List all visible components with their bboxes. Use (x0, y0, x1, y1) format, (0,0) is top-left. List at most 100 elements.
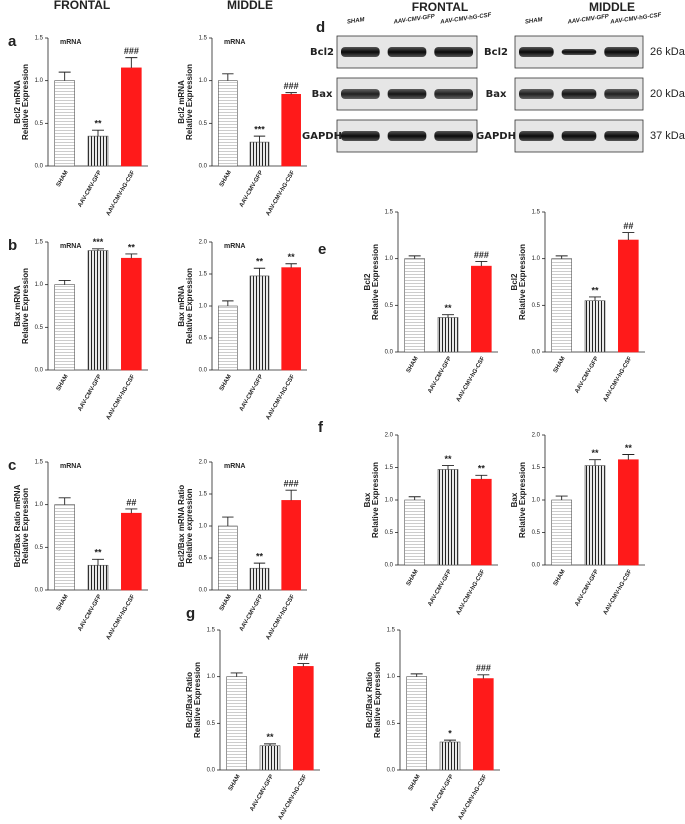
annotation: mRNA (224, 463, 245, 470)
bar (87, 135, 109, 167)
error-bar (58, 497, 71, 505)
error-bar (475, 261, 488, 267)
error-bar (442, 465, 454, 470)
bar (249, 567, 270, 591)
y-tick-label: 1.0 (387, 674, 396, 680)
x-tick-label: SHAM (553, 569, 567, 587)
y-tick-label: 1.5 (199, 492, 208, 498)
y-tick-label: 1.5 (199, 36, 208, 42)
significance-label: ## (623, 221, 633, 231)
bar (437, 469, 459, 566)
error-bar (475, 474, 488, 480)
y-axis-label: Bax (510, 492, 519, 507)
significance-label: ** (591, 285, 599, 295)
lane-label: AAV-CMV-hG-CSF (609, 12, 662, 25)
significance-label: ** (94, 548, 102, 558)
y-tick-label: 1.0 (199, 304, 208, 310)
panel-letter: g (186, 605, 195, 622)
panel-letter: b (8, 237, 17, 254)
y-tick-label: 0.5 (199, 556, 208, 562)
error-bar (297, 663, 310, 667)
significance-label: ### (284, 479, 299, 489)
annotation: mRNA (60, 243, 81, 250)
header: FRONTAL (412, 0, 468, 14)
y-tick-label: 0.0 (199, 368, 208, 374)
y-tick-label: 0.0 (35, 588, 44, 594)
y-tick-label: 1.5 (532, 210, 541, 216)
header: MIDDLE (227, 0, 273, 12)
error-bar (408, 255, 421, 259)
bar (218, 80, 238, 167)
significance-label: ## (126, 497, 136, 507)
error-bar (253, 562, 266, 569)
y-tick-label: 1.5 (385, 210, 394, 216)
blot-band (387, 89, 427, 99)
row-label: Bcl2 (484, 47, 508, 58)
bar (551, 258, 572, 353)
bar (249, 275, 270, 371)
y-axis-label: Bcl2 mRNA (13, 80, 22, 124)
y-tick-label: 1.0 (207, 674, 216, 680)
lane-label: AAV-CMV-GFP (392, 14, 436, 26)
row-label: Bax (312, 89, 333, 100)
y-axis-label: Bcl2/Bax Ratio (365, 672, 374, 728)
y-tick-label: 0.5 (207, 721, 216, 727)
bar (54, 504, 75, 591)
bar-chart: 0.0 0.5 1.0 1.5 Bcl2/Bax Ratio Relative Expre… (185, 628, 320, 821)
error-bar (285, 489, 297, 501)
panel-letter: f (318, 419, 324, 436)
x-tick-label: AAV-CMV-GFP (427, 569, 453, 608)
bar-chart: 0.0 0.5 1.0 1.5 Bcl2/Bax Ratio Relative Expre… (365, 628, 500, 821)
annotation: mRNA (60, 463, 81, 470)
header: MIDDLE (589, 0, 635, 14)
bar (404, 499, 425, 566)
y-axis-label: Relative Expression (518, 462, 527, 538)
significance-label: ** (288, 252, 296, 262)
bar-chart: 0.0 0.5 1.0 1.5 Bcl2 Relative Expression SHAM *… (363, 210, 498, 403)
blot-band (604, 47, 639, 57)
y-tick-label: 2.0 (199, 240, 208, 246)
y-tick-label: 0.0 (199, 588, 208, 594)
y-tick-label: 1.5 (207, 628, 216, 634)
y-tick-label: 0.5 (35, 121, 44, 127)
error-bar (92, 248, 104, 251)
size-label: 26 kDa (650, 46, 685, 58)
y-tick-label: 2.0 (199, 460, 208, 466)
bar-chart: 0.0 0.5 1.0 1.5 Bcl2 Relative Expression SHAM *… (510, 210, 645, 404)
blot-band (341, 47, 380, 57)
row-label: GAPDH (476, 131, 516, 142)
y-axis-label: Bax mRNA (13, 285, 22, 327)
y-tick-label: 0.5 (199, 336, 208, 342)
significance-label: ** (444, 303, 452, 313)
bar (226, 676, 247, 771)
error-bar (125, 253, 138, 259)
y-tick-label: 1.5 (35, 36, 44, 42)
lane-label: SHAM (525, 17, 544, 26)
blot-band (341, 131, 380, 141)
bar (618, 459, 639, 566)
x-tick-label: AAV-CMV-hG-CSF (456, 569, 487, 617)
significance-label: ### (124, 46, 139, 56)
bar (551, 499, 572, 566)
y-tick-label: 1.5 (385, 465, 394, 471)
panel-letter: d (316, 19, 325, 36)
y-tick-label: 1.0 (199, 78, 208, 84)
y-tick-label: 0.5 (199, 121, 208, 127)
bar (218, 525, 238, 591)
x-tick-label: AAV-CMV-hG-CSF (603, 356, 634, 404)
y-axis-label: Relative Expression (371, 244, 380, 320)
y-tick-label: 2.0 (532, 433, 541, 439)
error-bar (222, 73, 234, 81)
y-tick-label: 0.5 (532, 530, 541, 536)
error-bar (222, 516, 234, 526)
y-tick-label: 0.0 (385, 563, 394, 569)
significance-label: *** (93, 237, 104, 247)
x-tick-label: SHAM (408, 774, 422, 792)
y-axis-label: Relative Expression (373, 662, 382, 738)
significance-label: ** (94, 119, 102, 129)
y-tick-label: 0.5 (35, 325, 44, 331)
y-tick-label: 0.5 (532, 303, 541, 309)
bar-chart: 0.0 0.5 1.0 1.5 Bcl2 mRNA Relative Expression… (13, 36, 148, 217)
error-bar (58, 71, 71, 81)
significance-label: * (448, 729, 452, 739)
